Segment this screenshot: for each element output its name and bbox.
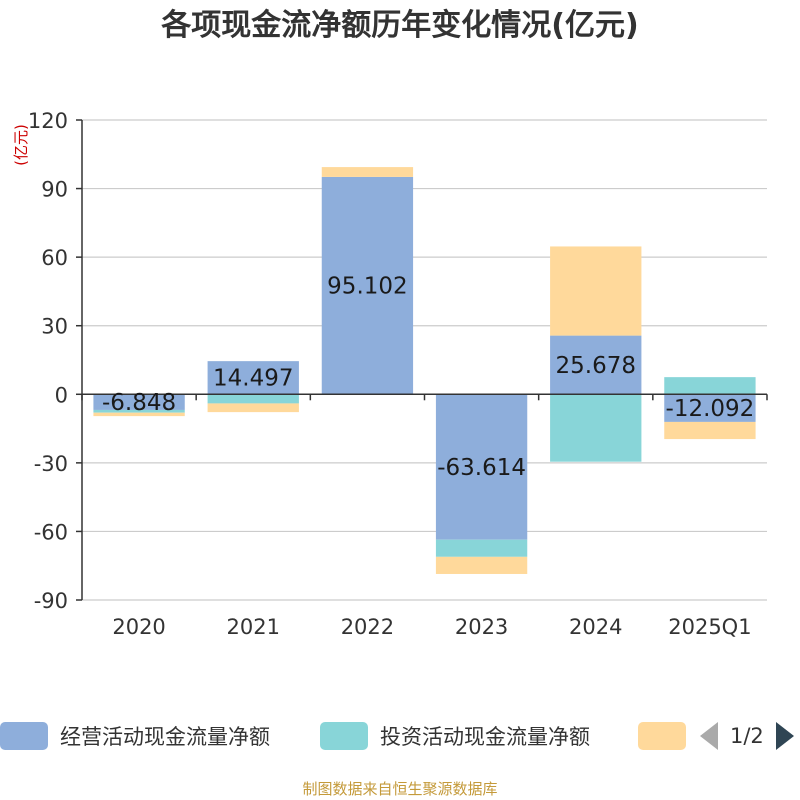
legend-page-indicator: 1/2 — [730, 724, 764, 748]
bar-2023-series-1[interactable] — [435, 539, 528, 557]
bars-layer — [93, 167, 756, 574]
data-label-2021: 14.497 — [213, 366, 293, 392]
bar-2025Q1-series-1[interactable] — [664, 377, 756, 395]
y-tick-label: -30 — [34, 452, 68, 476]
data-label-2024: 25.678 — [556, 353, 636, 379]
chart-title: 各项现金流净额历年变化情况(亿元) — [161, 8, 639, 43]
bar-2024-series-1[interactable] — [550, 394, 642, 462]
grid-layer — [82, 119, 767, 601]
bar-2021-series-1[interactable] — [207, 394, 299, 404]
y-tick-label: 90 — [41, 178, 68, 202]
y-tick-label: 0 — [55, 383, 68, 407]
bar-2021-series-2[interactable] — [207, 403, 299, 413]
bar-2023-series-2[interactable] — [435, 556, 528, 574]
x-tick-label: 2025Q1 — [668, 615, 751, 639]
y-tick-label: -60 — [34, 520, 68, 544]
x-tick-label: 2020 — [112, 615, 165, 639]
bar-2021-series-0[interactable] — [207, 361, 299, 395]
bar-2024-series-2[interactable] — [550, 246, 642, 336]
y-tick-label: 120 — [28, 109, 68, 133]
x-tick-label: 2022 — [341, 615, 394, 639]
y-axis-label: (亿元) — [12, 124, 30, 166]
legend-pager: 1/2 — [700, 719, 794, 753]
x-tick-label: 2024 — [569, 615, 622, 639]
y-tick-label: 60 — [41, 246, 68, 270]
y-tick-label: 30 — [41, 315, 68, 339]
data-label-2022: 95.102 — [327, 274, 407, 300]
y-tick-label: -90 — [34, 589, 68, 613]
axis-layer — [76, 119, 768, 601]
legend-swatch-operating — [0, 722, 48, 750]
bar-2023-series-0[interactable] — [435, 394, 528, 540]
bar-2020-series-0[interactable] — [93, 394, 185, 410]
x-tick-label: 2023 — [455, 615, 508, 639]
bar-2022-series-2[interactable] — [321, 167, 414, 177]
legend-label-operating: 经营活动现金流量净额 — [60, 725, 270, 749]
bar-2025Q1-series-0[interactable] — [664, 394, 756, 422]
legend-swatch-financing — [638, 722, 686, 750]
legend-item-operating[interactable]: 经营活动现金流量净额 — [0, 719, 270, 753]
legend: 经营活动现金流量净额 投资活动现金流量净额 1/2 — [0, 712, 800, 760]
labels-layer: 120 90 60 30 0 -30 -60 -90 (亿元) 2020 2021 2022 2023 2… — [12, 109, 754, 639]
bar-chart: 120 90 60 30 0 -30 -60 -90 (亿元) 2020 2021 2022 2023 2… — [12, 109, 768, 639]
data-source-note: 制图数据来自恒生聚源数据库 — [302, 780, 498, 798]
legend-next-arrow-icon[interactable] — [775, 722, 794, 750]
legend-prev-arrow-icon[interactable] — [700, 722, 718, 750]
bar-2024-series-0[interactable] — [550, 335, 642, 395]
bar-2025Q1-series-2[interactable] — [664, 421, 756, 440]
legend-item-financing[interactable] — [638, 719, 698, 753]
legend-label-investing: 投资活动现金流量净额 — [380, 725, 590, 749]
legend-swatch-investing — [320, 722, 368, 750]
data-label-2020: -6.848 — [102, 390, 176, 416]
data-label-2025Q1: -12.092 — [666, 396, 755, 422]
bar-2022-series-0[interactable] — [321, 176, 414, 395]
x-tick-label: 2021 — [227, 615, 280, 639]
data-label-2023: -63.614 — [437, 455, 526, 481]
legend-item-investing[interactable]: 投资活动现金流量净额 — [320, 719, 590, 753]
bar-2020-series-1[interactable] — [93, 409, 185, 413]
bar-2020-series-2[interactable] — [93, 412, 185, 417]
